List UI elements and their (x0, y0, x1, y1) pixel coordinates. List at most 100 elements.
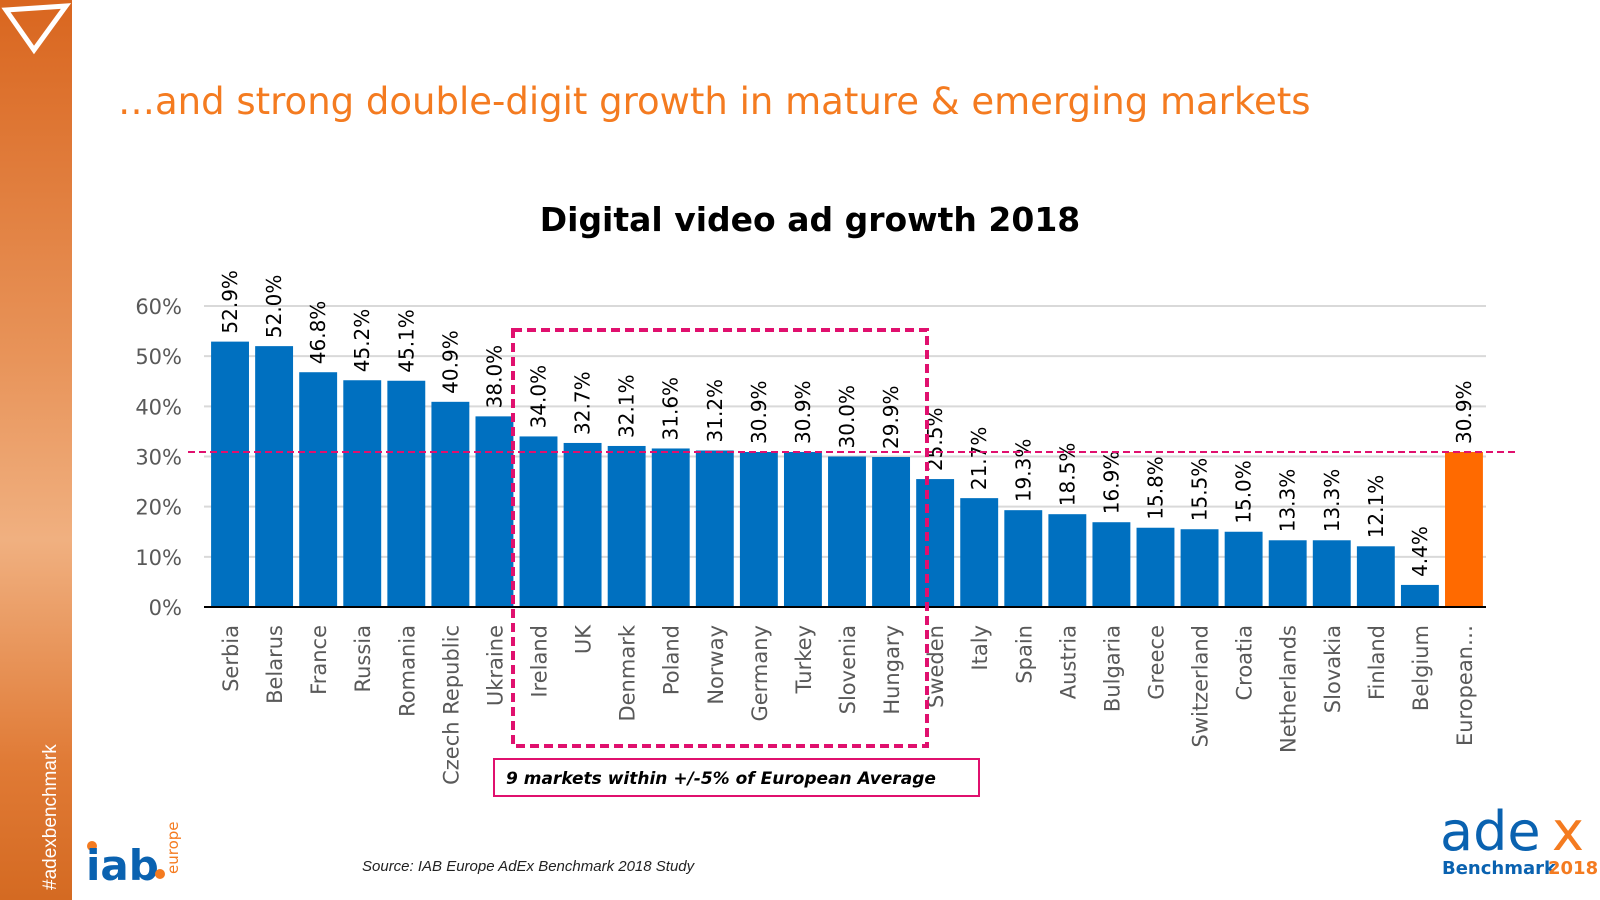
bar (431, 401, 470, 607)
bar (563, 442, 602, 607)
bar (960, 498, 999, 607)
y-tick-label: 0% (149, 596, 182, 620)
y-tick-label: 20% (135, 496, 182, 520)
data-label: 30.9% (1452, 380, 1476, 444)
svg-text:x: x (1552, 800, 1584, 863)
data-label: 15.8% (1143, 456, 1167, 520)
x-tick-label: Russia (351, 625, 375, 693)
x-tick-label: Serbia (219, 625, 243, 692)
data-label: 30.9% (791, 380, 815, 444)
y-tick-label: 60% (135, 295, 182, 319)
data-label: 45.2% (350, 309, 374, 373)
x-tick-label: Greece (1144, 625, 1168, 700)
bar (211, 341, 249, 607)
x-tick-label: Romania (395, 625, 419, 717)
page-title: …and strong double-digit growth in matur… (118, 80, 1311, 123)
source-note: Source: IAB Europe AdEx Benchmark 2018 S… (362, 858, 695, 875)
chart-title: Digital video ad growth 2018 (539, 200, 1081, 239)
y-tick-label: 40% (135, 395, 182, 419)
data-label: 15.0% (1232, 460, 1256, 524)
x-tick-label: Finland (1365, 625, 1389, 700)
bar (1092, 522, 1131, 607)
data-label: 21.7% (967, 427, 991, 491)
adex-benchmark-logo: ade x Benchmark 2018 (1440, 800, 1598, 879)
data-label: 13.3% (1320, 469, 1344, 533)
svg-text:iab: iab (86, 841, 159, 888)
data-label: 31.2% (703, 379, 727, 443)
x-tick-label: Poland (660, 625, 684, 695)
x-tick-label: UK (572, 624, 596, 654)
bar (607, 445, 646, 607)
x-tick-label: Bulgaria (1100, 625, 1124, 712)
data-label: 30.9% (747, 380, 771, 444)
y-tick-label: 50% (135, 345, 182, 369)
x-tick-label: Ukraine (483, 625, 507, 706)
triangle-icon (1, 3, 72, 55)
svg-text:Benchmark: Benchmark (1442, 858, 1557, 879)
x-tick-label: European… (1453, 625, 1477, 746)
iab-europe-logo: iab europe (86, 822, 182, 889)
x-tick-label: France (307, 625, 331, 695)
data-label: 30.0% (835, 385, 859, 449)
data-label: 31.6% (659, 377, 683, 441)
data-label: 15.5% (1188, 458, 1212, 522)
bar (1136, 527, 1175, 607)
highlight-box (511, 328, 929, 748)
x-tick-label: Ireland (528, 625, 552, 698)
data-label: 34.0% (527, 365, 551, 429)
bar (695, 450, 734, 607)
svg-text:2018: 2018 (1548, 858, 1598, 879)
bar (916, 479, 955, 607)
x-tick-label: Norway (704, 625, 728, 705)
x-tick-label: Spain (1012, 625, 1036, 684)
bar (1004, 510, 1043, 607)
y-tick-label: 10% (135, 546, 182, 570)
data-label: 12.1% (1364, 475, 1388, 539)
svg-text:ade: ade (1440, 800, 1541, 863)
bar (1224, 531, 1263, 607)
x-tick-label: Hungary (880, 625, 904, 715)
bar (1048, 514, 1087, 607)
data-label: 4.4% (1408, 526, 1432, 577)
x-tick-label: Croatia (1233, 625, 1257, 701)
sidebar: #adexbenchmark (0, 0, 72, 900)
bar (255, 346, 294, 607)
bar (651, 448, 690, 607)
data-label: 13.3% (1276, 469, 1300, 533)
bar (872, 457, 911, 607)
bar (783, 451, 822, 607)
data-label: 52.0% (262, 275, 286, 339)
data-label: 18.5% (1055, 443, 1079, 507)
bar (739, 451, 778, 607)
data-label: 38.0% (482, 345, 506, 409)
annotation-text: 9 markets within +/-5% of European Avera… (506, 769, 936, 789)
bar (1312, 540, 1351, 607)
x-tick-label: Denmark (616, 624, 640, 721)
bar (1268, 540, 1307, 607)
bar (1445, 451, 1483, 607)
x-tick-label: Italy (968, 625, 992, 671)
x-tick-label: Turkey (792, 625, 816, 694)
data-label: 45.1% (394, 309, 418, 373)
x-tick-label: Switzerland (1189, 625, 1213, 748)
bar (1356, 546, 1395, 607)
svg-text:europe: europe (164, 822, 182, 875)
bar (387, 380, 426, 607)
data-label: 19.3% (1011, 439, 1035, 503)
x-tick-label: Germany (748, 625, 772, 722)
x-tick-label: Czech Republic (439, 625, 463, 785)
x-tick-label: Slovakia (1321, 625, 1345, 713)
data-label: 46.8% (306, 301, 330, 365)
bar (475, 416, 514, 607)
x-tick-label: Belgium (1409, 625, 1433, 711)
data-label: 52.9% (218, 270, 242, 334)
x-tick-label: Austria (1056, 625, 1080, 699)
bar (519, 436, 558, 607)
data-label: 40.9% (438, 330, 462, 394)
data-label: 16.9% (1099, 451, 1123, 515)
data-label: 32.7% (571, 371, 595, 435)
annotation-box (493, 758, 980, 797)
data-label: 32.1% (615, 374, 639, 438)
bar (1180, 529, 1219, 607)
